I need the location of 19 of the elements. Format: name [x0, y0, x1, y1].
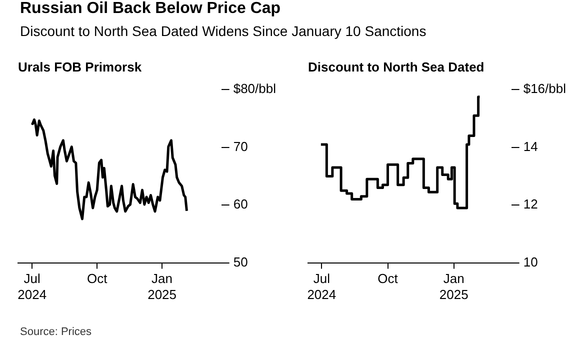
y-tick-label: 10 — [523, 254, 538, 270]
text: Russian Oil Back Below Price Cap — [20, 0, 282, 18]
y-tick-label: 50 — [233, 254, 248, 270]
y-tick-label: 14 — [523, 138, 538, 154]
y-tick-label: $16/bbl — [523, 81, 566, 96]
text: Discount to North Sea Dated Widens Since January 10 Sanctions — [20, 22, 426, 40]
x-tick-label: Jul 2024 — [307, 271, 336, 302]
chart-title: Discount to North Sea Dated — [308, 59, 484, 74]
y-tick-label: 60 — [233, 196, 248, 212]
x-tick-label: Jan 2025 — [148, 271, 176, 302]
y-tick-label: 70 — [233, 138, 248, 154]
chart-title: Urals FOB Primorsk — [18, 59, 142, 74]
x-tick-label: Jul 2024 — [18, 271, 47, 302]
x-tick-label: Jan 2025 — [439, 271, 468, 302]
y-tick-label: $80/bbl — [233, 81, 276, 96]
source-note: Source: Prices — [20, 326, 92, 338]
x-tick-label: Oct — [86, 271, 108, 286]
x-tick-label: Oct — [378, 271, 398, 286]
y-tick-label: 12 — [523, 196, 538, 212]
